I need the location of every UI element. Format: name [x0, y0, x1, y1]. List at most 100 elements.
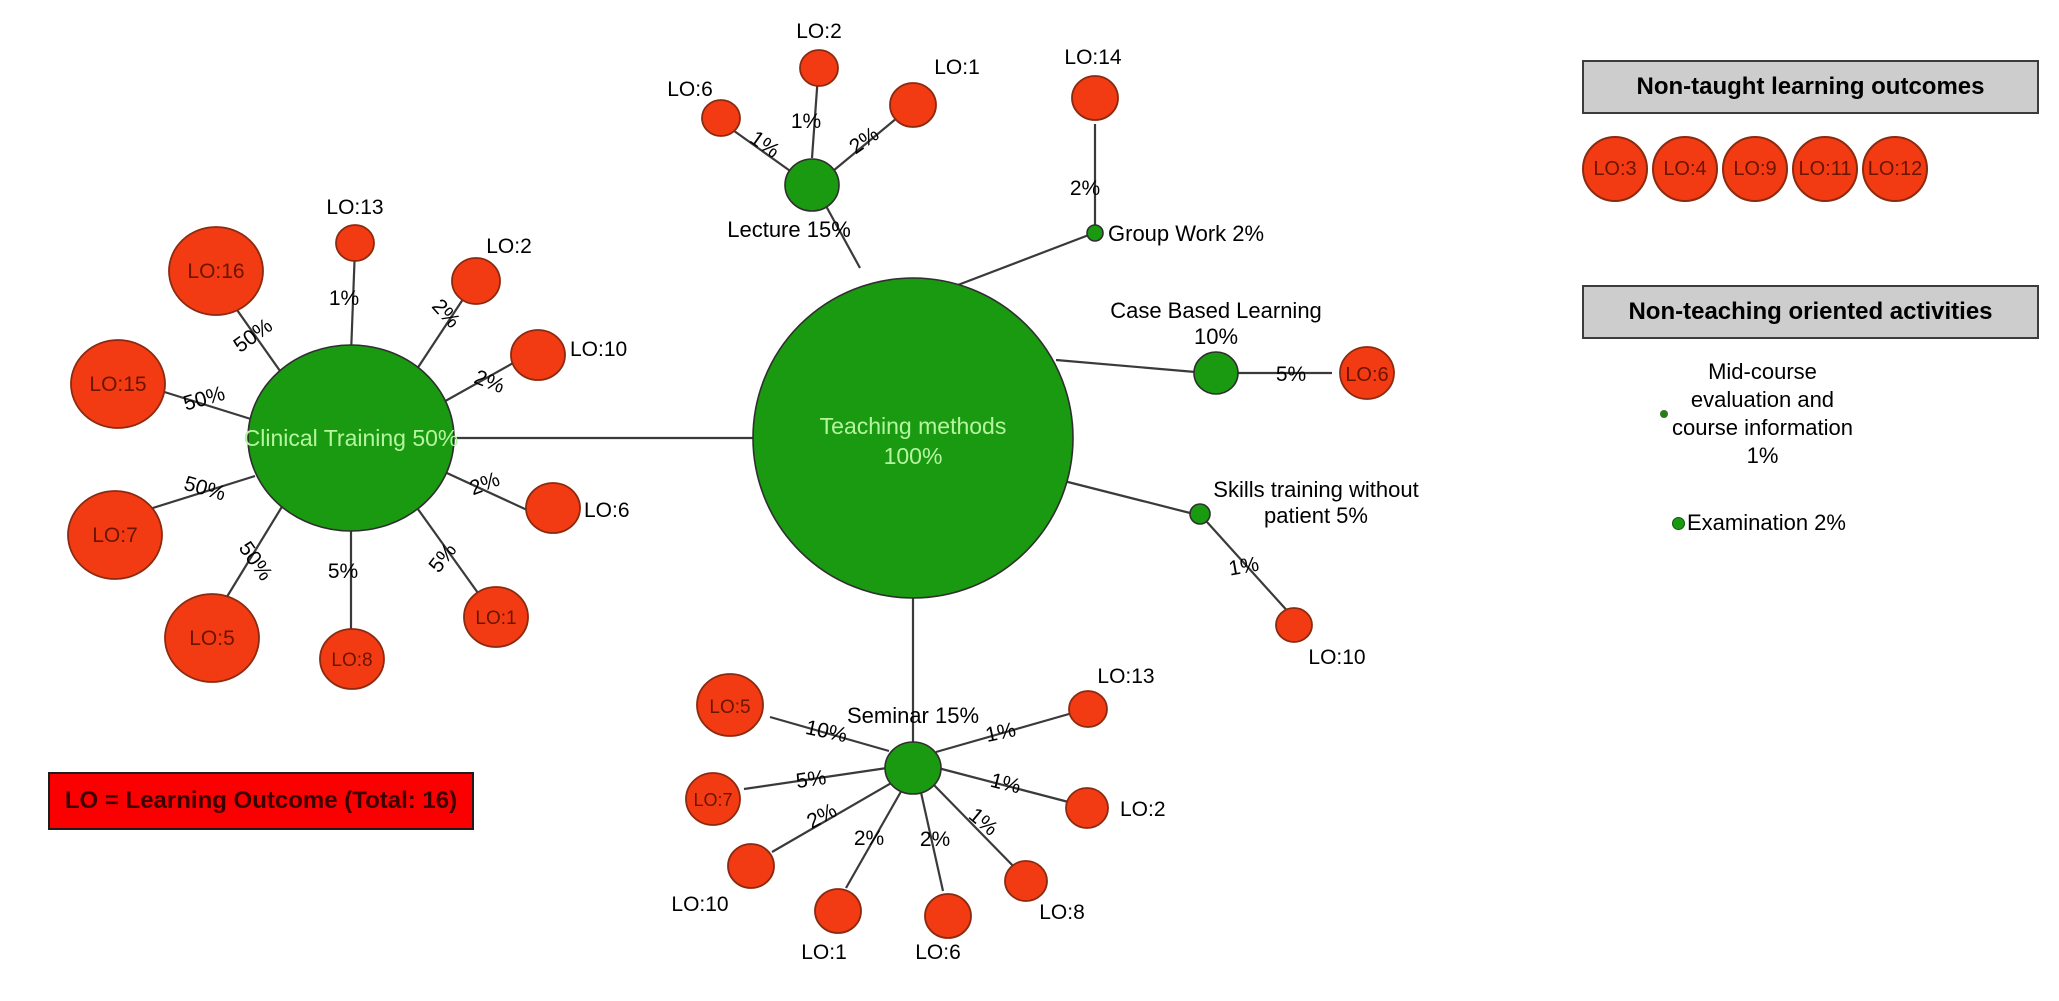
leaf-clinical-lo10[interactable] — [510, 329, 566, 381]
pct-seminar-lo8: 1% — [964, 803, 1002, 840]
activity-midcourse-line2: evaluation and — [1690, 387, 1835, 413]
pct-lecture-lo2: 1% — [791, 110, 821, 133]
edge-seminar-lo6 — [918, 787, 945, 892]
hub-lecture[interactable] — [784, 158, 840, 212]
edge-seminar-lo1 — [845, 787, 904, 889]
hub-teaching-methods-line1: Teaching methods — [820, 413, 1007, 439]
leaf-clinical-lo15-label: LO:15 — [89, 373, 146, 396]
legend-chip-lo3[interactable]: LO:3 — [1582, 136, 1648, 202]
leaf-clinical-lo13[interactable] — [335, 224, 375, 262]
leaf-seminar-lo7-label: LO:7 — [693, 790, 732, 810]
leaf-clinical-lo16[interactable] — [168, 226, 264, 316]
leaf-clinical-lo15[interactable] — [70, 339, 166, 429]
legend-chip-lo11[interactable]: LO:11 — [1792, 136, 1858, 202]
edge-center-cbl — [1055, 358, 1208, 375]
leaf-seminar-lo1[interactable] — [814, 888, 862, 934]
pct-seminar-lo10: 2% — [803, 799, 841, 834]
leaf-cbl-lo6[interactable] — [1339, 346, 1395, 400]
leaf-clinical-lo2-label: LO:2 — [486, 235, 532, 258]
leaf-seminar-lo7[interactable] — [685, 772, 741, 826]
leaf-clinical-lo16-label: LO:16 — [187, 260, 244, 283]
legend-chip-lo9[interactable]: LO:9 — [1722, 136, 1788, 202]
activity-examination: Examination 2% — [1672, 510, 1846, 536]
pct-clinical-lo7: 50% — [181, 472, 228, 506]
activity-midcourse-line4: 1% — [1746, 443, 1779, 469]
pct-seminar-lo5: 10% — [803, 716, 849, 747]
leaf-seminar-lo10-label: LO:10 — [671, 893, 728, 916]
leaf-seminar-lo5-label: LO:5 — [709, 697, 750, 718]
leaf-clinical-lo8-label: LO:8 — [331, 650, 372, 671]
center-edges — [455, 194, 1208, 755]
cluster-group-work: Group Work 2% 2% LO:14 — [1064, 46, 1264, 246]
pct-clinical-lo2: 2% — [427, 295, 464, 333]
leaf-clinical-lo7[interactable] — [67, 490, 163, 580]
cluster-lecture: Lecture 15% 1% 1% 2% LO:6 LO:2 LO:1 — [667, 20, 980, 242]
cluster-clinical-training: Clinical Training 50% 50% 50% 50% 50% 5%… — [67, 196, 630, 690]
hub-cbl-label-line1: Case Based Learning — [1110, 298, 1322, 323]
leaf-lecture-lo2[interactable] — [799, 49, 839, 87]
center-hub-group: Teaching methods 100% — [752, 277, 1074, 599]
edge-seminar-lo10 — [771, 781, 894, 853]
leaf-seminar-lo13-label: LO:13 — [1097, 665, 1154, 688]
legend-chip-lo12[interactable]: LO:12 — [1862, 136, 1928, 202]
hub-case-based-learning[interactable] — [1193, 351, 1239, 395]
edge-center-groupwork — [949, 231, 1095, 290]
legend-nontaught-chips: LO:3 LO:4 LO:9 LO:11 LO:12 — [1582, 133, 2039, 205]
leaf-clinical-lo2[interactable] — [451, 257, 501, 305]
leaf-clinical-lo1-label: LO:1 — [475, 608, 516, 629]
lo-definition-banner: LO = Learning Outcome (Total: 16) — [48, 772, 474, 830]
leaf-clinical-lo13-label: LO:13 — [326, 196, 383, 219]
leaf-skills-lo10[interactable] — [1275, 607, 1313, 643]
hub-skills-training[interactable] — [1189, 503, 1211, 525]
leaf-clinical-lo6[interactable] — [525, 482, 581, 534]
edge-center-skills — [1059, 478, 1199, 517]
leaf-seminar-lo8[interactable] — [1004, 860, 1048, 902]
leaf-groupwork-lo14[interactable] — [1071, 75, 1119, 121]
cluster-case-based-learning: Case Based Learning 10% 5% LO:6 — [1110, 298, 1395, 400]
leaf-seminar-lo13[interactable] — [1068, 690, 1108, 728]
leaf-seminar-lo5[interactable] — [696, 673, 764, 737]
leaf-clinical-lo8[interactable] — [319, 628, 385, 690]
leaf-seminar-lo6[interactable] — [924, 893, 972, 939]
leaf-seminar-lo8-label: LO:8 — [1039, 901, 1085, 924]
hub-teaching-methods[interactable] — [752, 277, 1074, 599]
leaf-seminar-lo6-label: LO:6 — [915, 941, 961, 964]
edge-clinical-lo6 — [435, 467, 539, 516]
edge-clinical-lo1 — [414, 504, 484, 601]
green-dot-icon — [1660, 410, 1668, 419]
activity-examination-label: Examination 2% — [1687, 510, 1846, 535]
hub-skills-label-line2: patient 5% — [1264, 503, 1368, 528]
pct-seminar-lo2: 1% — [988, 769, 1023, 799]
pct-clinical-lo8: 5% — [328, 560, 358, 583]
pct-groupwork-lo14: 2% — [1070, 177, 1100, 200]
hub-cbl-label-line2: 10% — [1194, 324, 1238, 349]
green-dot-icon — [1672, 516, 1685, 530]
hub-group-work[interactable] — [1086, 224, 1104, 242]
leaf-lecture-lo2-label: LO:2 — [796, 20, 842, 43]
pct-clinical-lo13: 1% — [329, 287, 359, 310]
leaf-skills-lo10-label: LO:10 — [1308, 646, 1365, 669]
leaf-clinical-lo1[interactable] — [463, 586, 529, 648]
pct-lecture-lo1: 2% — [845, 123, 883, 159]
pct-clinical-lo10: 2% — [471, 366, 508, 398]
edge-seminar-lo7 — [743, 766, 888, 791]
leaf-lecture-lo6-label: LO:6 — [667, 78, 713, 101]
pct-skills-lo10: 1% — [1227, 553, 1261, 581]
hub-clinical-training[interactable] — [247, 344, 455, 532]
legend-chip-lo4[interactable]: LO:4 — [1652, 136, 1718, 202]
edge-lecture-lo2 — [810, 74, 820, 159]
leaf-seminar-lo10[interactable] — [727, 843, 775, 889]
edge-clinical-lo16 — [229, 299, 286, 379]
edge-clinical-lo13 — [349, 247, 357, 355]
leaf-cbl-lo6-label: LO:6 — [1345, 364, 1388, 386]
leaf-clinical-lo7-label: LO:7 — [92, 524, 138, 547]
leaf-seminar-lo2[interactable] — [1065, 787, 1109, 829]
leaf-clinical-lo5[interactable] — [164, 593, 260, 683]
pct-seminar-lo7: 5% — [794, 766, 827, 793]
leaf-lecture-lo6[interactable] — [701, 99, 741, 137]
hub-seminar[interactable] — [884, 741, 942, 795]
leaf-lecture-lo1[interactable] — [889, 82, 937, 128]
activity-midcourse-evaluation: Mid-course evaluation and course informa… — [1660, 358, 1990, 471]
activity-midcourse-text: Mid-course evaluation and course informa… — [1672, 358, 1853, 471]
